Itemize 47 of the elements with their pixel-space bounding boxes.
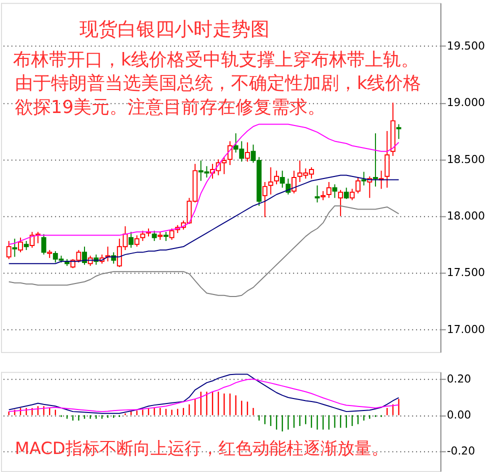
candlestick — [350, 188, 355, 201]
y-tick-label: 18.000 — [446, 210, 485, 222]
y-tick-label: 0.00 — [446, 408, 472, 422]
y-tick-label: 18.500 — [446, 152, 485, 166]
candlestick — [6, 240, 12, 260]
candlestick — [396, 124, 402, 140]
candlestick — [338, 189, 344, 217]
text: 现货白银四小时走势图 — [80, 20, 270, 41]
candlestick — [30, 231, 35, 248]
candlestick — [320, 190, 326, 201]
candlestick — [24, 240, 29, 251]
candlestick — [18, 237, 23, 253]
candlestick — [228, 140, 232, 166]
y-tick-label: 19.500 — [446, 39, 485, 52]
line-series — [8, 205, 400, 298]
annotation: 布林带开口，k线价格受中轨支撑上穿布林带上轨。 — [12, 49, 420, 70]
y-tick-label: 0.20 — [446, 372, 472, 386]
annotation: 欲探19美元。注意目前存在修复需求。 — [14, 97, 326, 118]
candlestick — [268, 166, 274, 195]
candlestick — [361, 171, 366, 186]
candlestick — [356, 176, 360, 194]
annotation: MACD指标不断向上运行，红色动能柱逐渐放量。 — [14, 438, 388, 458]
candlestick — [169, 228, 174, 240]
candlestick — [140, 230, 146, 242]
y-tick-label: 17.000 — [446, 322, 485, 336]
candlestick — [164, 231, 168, 242]
candlestick — [12, 238, 18, 258]
candlestick — [152, 230, 157, 242]
candlestick — [384, 130, 390, 188]
candlestick — [332, 184, 338, 198]
candlestick — [82, 246, 87, 266]
candlestick — [344, 187, 349, 200]
candlestick — [372, 132, 378, 188]
y-tick-label: -0.20 — [446, 444, 476, 458]
candlestick — [274, 170, 280, 185]
candlestick — [280, 170, 285, 188]
candlestick — [244, 142, 250, 162]
candlestick — [134, 234, 140, 248]
y-tick-label: 19.000 — [446, 96, 485, 110]
candlestick — [262, 182, 268, 218]
candlestick — [292, 170, 296, 194]
candlestick — [326, 182, 332, 198]
candlestick — [41, 234, 46, 256]
y-tick-label: 17.500 — [446, 266, 485, 280]
candlestick — [314, 184, 320, 203]
candlestick — [128, 231, 134, 248]
annotation: 由于特朗普当选美国总统，不确定性加剧，k线价格 — [14, 73, 422, 94]
